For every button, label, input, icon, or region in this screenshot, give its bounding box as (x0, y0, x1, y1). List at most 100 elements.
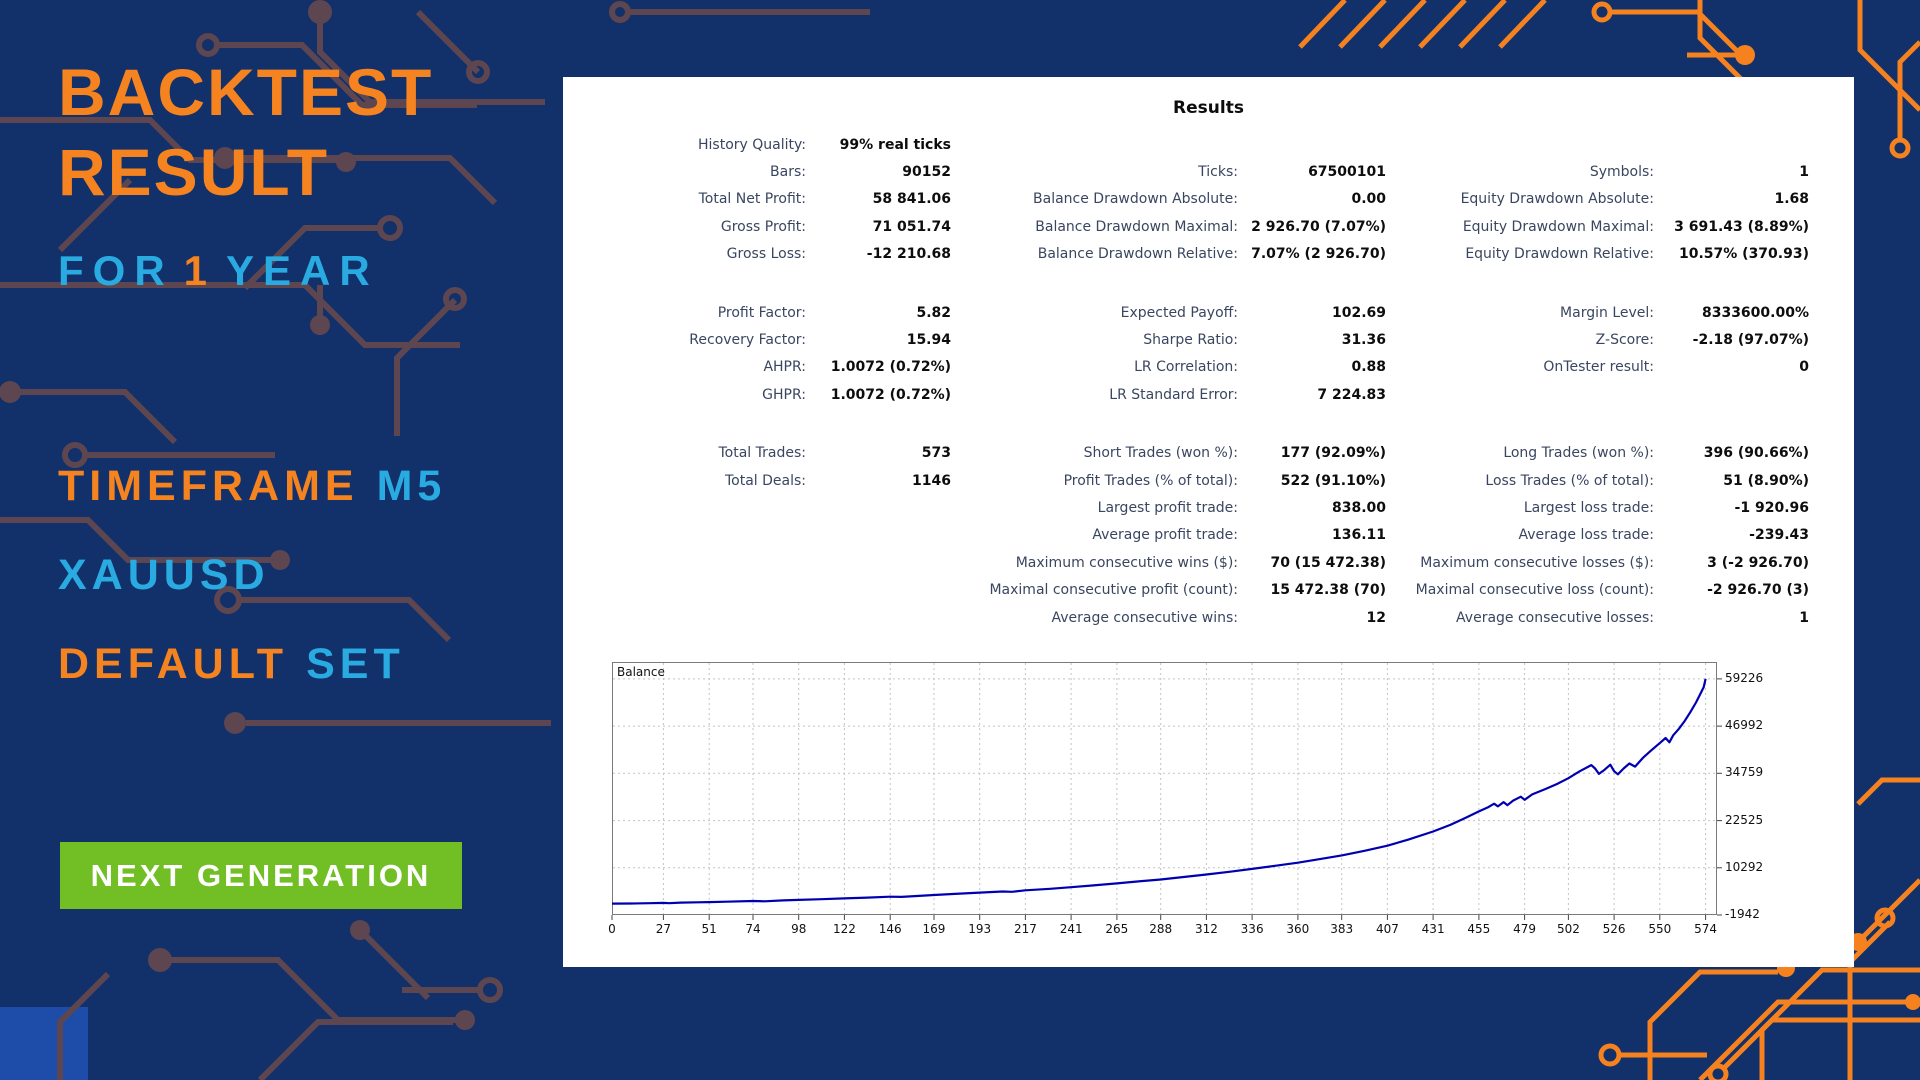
stat-value: 58 841.06 (872, 191, 951, 208)
stat-value: 0.00 (1351, 191, 1386, 208)
stat-label: Margin Level: (1560, 304, 1654, 321)
symbol-line: XAUUSD (58, 551, 270, 599)
stat-label: Average consecutive losses: (1456, 609, 1654, 626)
stat-value: -12 210.68 (866, 246, 951, 263)
results-row: AHPR: 1.0072 (0.72%) LR Correlation: 0.88 On… (581, 354, 1854, 381)
year-text: YEAR (226, 247, 379, 294)
stat-value: 90152 (902, 164, 951, 181)
x-axis-tick-label: 502 (1556, 922, 1580, 936)
results-row: Largest profit trade: 838.00 Largest loss … (581, 494, 1854, 521)
banner-title-line2: RESULT (58, 135, 330, 209)
stat-label: Average consecutive wins: (1051, 609, 1238, 626)
stat-label: Gross Loss: (726, 246, 806, 263)
y-axis-tick-label: 22525 (1725, 812, 1764, 827)
stat-label: Equity Drawdown Relative: (1465, 246, 1654, 263)
stat-value: 71 051.74 (872, 218, 951, 235)
banner-title: BACKTEST RESULT (58, 52, 578, 212)
stat-label: Equity Drawdown Maximal: (1462, 218, 1654, 235)
balance-chart: Balance 59226 46992 34759 22525 10292 -1942 0… (608, 662, 1792, 942)
x-axis-tick-label: 288 (1149, 922, 1173, 936)
stat-value: 1.0072 (0.72%) (830, 359, 951, 376)
x-axis-tick-label: 27 (655, 922, 672, 936)
stat-value: 70 (15 472.38) (1270, 554, 1386, 571)
stat-label: Maximal consecutive profit (count): (989, 582, 1238, 599)
stat-value: 12 (1366, 609, 1386, 626)
stat-label: Largest profit trade: (1097, 499, 1238, 516)
stat-value: 0.88 (1351, 359, 1386, 376)
y-axis-labels: 59226 46992 34759 22525 10292 -1942 (1725, 662, 1789, 921)
stat-label: Total Net Profit: (698, 191, 806, 208)
timeframe-label: TIMEFRAME (58, 462, 359, 510)
stat-value: -239.43 (1749, 527, 1809, 544)
stat-label: Profit Factor: (717, 304, 806, 321)
results-row: Maximum consecutive wins ($): 70 (15 472.… (581, 549, 1854, 576)
stat-label: Bars: (770, 164, 806, 181)
results-row: GHPR: 1.0072 (0.72%) LR Standard Error: 7 2… (581, 381, 1854, 408)
x-axis-tick-label: 336 (1240, 922, 1264, 936)
x-axis-tick-label: 193 (968, 922, 992, 936)
stat-value: 573 (921, 445, 951, 462)
stat-label: Long Trades (won %): (1503, 445, 1654, 462)
stat-value: 7.07% (2 926.70) (1251, 246, 1386, 263)
stat-label: Maximal consecutive loss (count): (1415, 582, 1654, 599)
stat-value: 522 (91.10%) (1280, 472, 1386, 489)
results-row: Maximal consecutive profit (count): 15 47… (581, 576, 1854, 603)
set-value: SET (306, 640, 405, 688)
stat-label: Total Trades: (718, 445, 807, 462)
stat-value: 838.00 (1331, 499, 1386, 516)
x-axis-tick-label: 550 (1648, 922, 1672, 936)
results-row: Recovery Factor: 15.94 Sharpe Ratio: 31.36 Z… (581, 326, 1854, 353)
x-axis-tick-label: 51 (701, 922, 717, 936)
stat-label: Short Trades (won %): (1083, 445, 1238, 462)
stat-value: 3 (-2 926.70) (1707, 554, 1809, 571)
x-axis-tick-label: 122 (832, 922, 856, 936)
set-label: DEFAULT (58, 640, 289, 688)
y-axis-tick-label: 59226 (1725, 670, 1764, 685)
results-row: Gross Loss: -12 210.68 Balance Drawdown Re… (581, 241, 1854, 268)
x-axis-tick-label: 98 (791, 922, 807, 936)
stat-value: 1146 (912, 472, 951, 489)
x-axis-tick-label: 312 (1194, 922, 1218, 936)
blue-square-decoration (0, 1007, 88, 1080)
x-axis-tick-label: 431 (1421, 922, 1445, 936)
banner-subtitle-duration: FOR 1 YEAR (58, 247, 379, 295)
stat-value: 1.68 (1774, 191, 1809, 208)
results-row: History Quality: 99% real ticks (581, 131, 1854, 158)
stat-value: 177 (92.09%) (1280, 445, 1386, 462)
next-generation-button[interactable]: NEXT GENERATION (60, 842, 462, 909)
balance-chart-plot (611, 662, 1722, 920)
stat-value: 15.94 (906, 332, 951, 349)
stat-label: Ticks: (1198, 164, 1238, 181)
results-table: History Quality: 99% real ticks Bars: 90152… (563, 131, 1854, 631)
stat-value: 5.82 (916, 304, 951, 321)
stat-label: Loss Trades (% of total): (1485, 472, 1654, 489)
stat-label: Equity Drawdown Absolute: (1460, 191, 1654, 208)
stat-label: LR Correlation: (1134, 359, 1238, 376)
stat-value: 15 472.38 (70) (1270, 582, 1386, 599)
stat-value: 102.69 (1331, 304, 1386, 321)
stat-label: Largest loss trade: (1523, 499, 1654, 516)
results-row: Gross Profit: 71 051.74 Balance Drawdown M… (581, 213, 1854, 240)
stat-value: 2 926.70 (7.07%) (1251, 218, 1386, 235)
stat-value: 0 (1799, 359, 1809, 376)
stat-value: 99% real ticks (839, 136, 951, 153)
results-row: Bars: 90152 Ticks: 67500101 Symbols: 1 (581, 158, 1854, 185)
stat-label: Average loss trade: (1518, 527, 1654, 544)
y-axis-tick-label: -1942 (1725, 907, 1760, 921)
stat-label: AHPR: (763, 359, 806, 376)
stat-value: -1 920.96 (1734, 499, 1809, 516)
x-axis-tick-label: 241 (1059, 922, 1083, 936)
stat-value: 1 (1799, 164, 1809, 181)
x-axis-tick-label: 574 (1694, 922, 1718, 936)
results-row: Average profit trade: 136.11 Average loss … (581, 522, 1854, 549)
timeframe-line: TIMEFRAME M5 (58, 462, 446, 511)
stat-label: Recovery Factor: (689, 332, 806, 349)
stat-value: 10.57% (370.93) (1678, 246, 1809, 263)
stat-label: Average profit trade: (1092, 527, 1238, 544)
results-title: Results (1173, 98, 1244, 118)
stat-label: Total Deals: (724, 472, 806, 489)
stat-label: OnTester result: (1543, 359, 1654, 376)
stat-value: 1 (1799, 609, 1809, 626)
results-panel: Results History Quality: 99% real ticks Ba… (563, 77, 1854, 967)
y-axis-tick-label: 46992 (1725, 718, 1764, 733)
